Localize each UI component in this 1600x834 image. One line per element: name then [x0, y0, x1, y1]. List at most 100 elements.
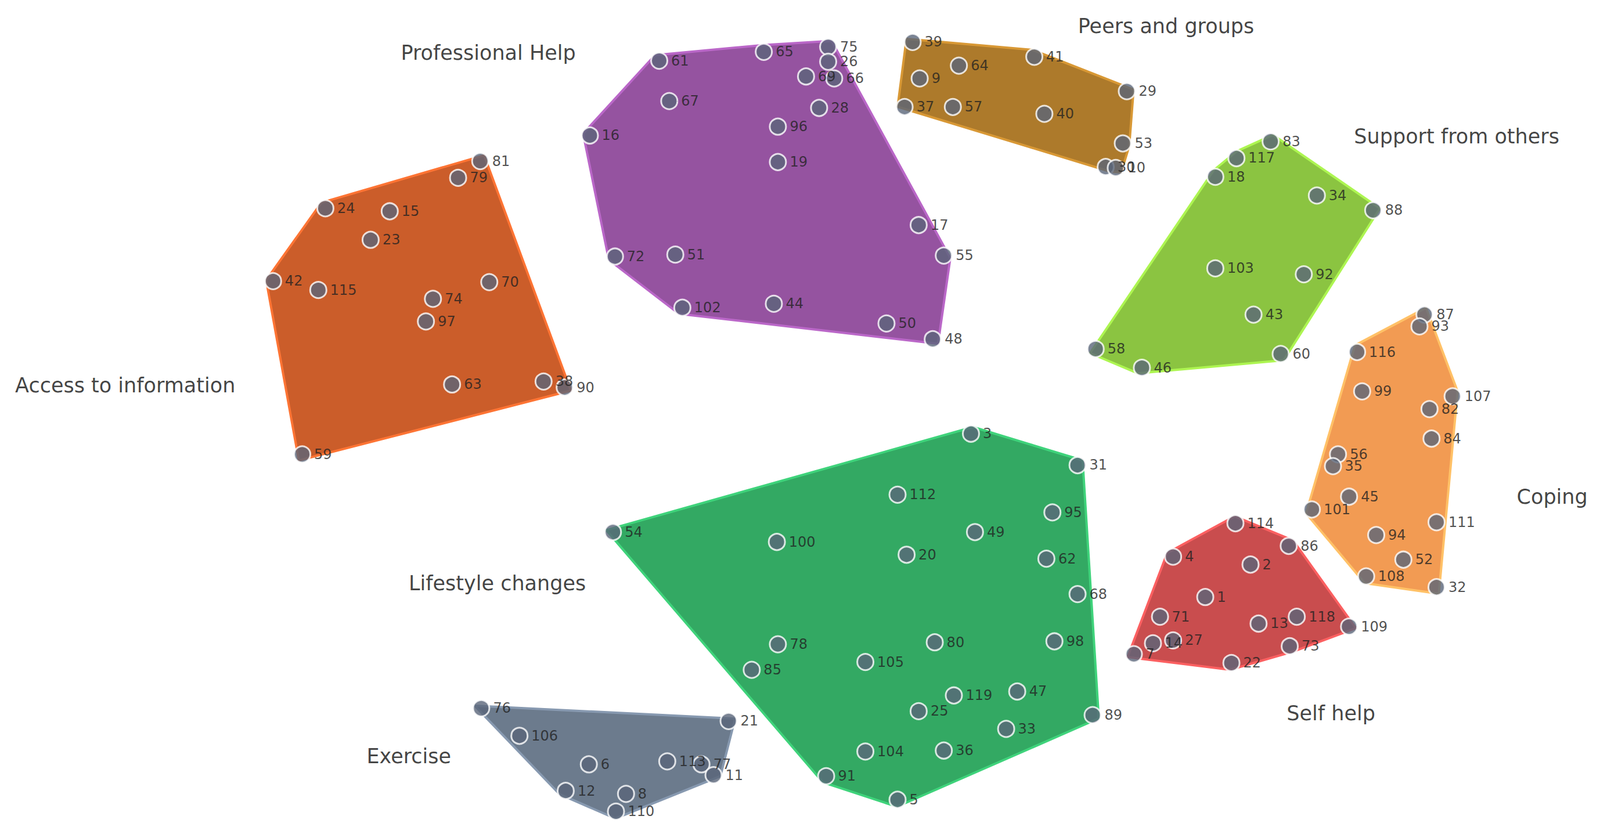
svg-text:58: 58	[1107, 340, 1126, 358]
svg-text:39: 39	[924, 33, 943, 50]
svg-text:98: 98	[1066, 633, 1085, 650]
svg-text:9: 9	[931, 70, 941, 87]
svg-text:97: 97	[437, 313, 456, 330]
svg-text:113: 113	[679, 753, 706, 770]
svg-text:12: 12	[577, 783, 596, 800]
svg-text:116: 116	[1368, 344, 1396, 361]
svg-text:91: 91	[838, 768, 857, 785]
svg-text:70: 70	[501, 274, 520, 291]
svg-text:14: 14	[1164, 635, 1183, 652]
svg-text:115: 115	[330, 282, 358, 299]
svg-text:21: 21	[740, 712, 759, 730]
svg-text:41: 41	[1046, 48, 1065, 66]
svg-text:46: 46	[1153, 359, 1172, 377]
svg-text:11: 11	[725, 767, 744, 784]
svg-text:105: 105	[877, 654, 904, 671]
svg-text:52: 52	[1415, 551, 1434, 568]
svg-text:94: 94	[1388, 527, 1407, 544]
svg-text:81: 81	[492, 153, 511, 170]
svg-text:80: 80	[946, 634, 965, 651]
svg-text:33: 33	[1018, 721, 1037, 738]
svg-text:49: 49	[986, 524, 1005, 541]
svg-text:25: 25	[930, 703, 949, 720]
svg-text:117: 117	[1248, 149, 1275, 167]
svg-text:16: 16	[601, 127, 620, 144]
svg-text:79: 79	[470, 169, 489, 186]
svg-text:93: 93	[1431, 318, 1450, 335]
svg-text:100: 100	[788, 534, 816, 551]
svg-text:114: 114	[1247, 515, 1275, 532]
svg-text:51: 51	[687, 246, 706, 263]
svg-text:90: 90	[576, 379, 595, 396]
svg-text:28: 28	[830, 99, 849, 117]
svg-text:35: 35	[1345, 458, 1364, 475]
svg-text:26: 26	[840, 53, 859, 70]
svg-text:101: 101	[1323, 501, 1351, 518]
svg-text:23: 23	[382, 231, 401, 248]
svg-text:17: 17	[930, 217, 949, 234]
svg-text:106: 106	[531, 728, 558, 745]
svg-text:88: 88	[1385, 202, 1404, 219]
svg-text:110: 110	[628, 803, 655, 820]
svg-text:67: 67	[680, 92, 699, 110]
svg-text:59: 59	[314, 446, 333, 463]
svg-text:5: 5	[909, 791, 919, 809]
svg-text:118: 118	[1308, 608, 1336, 626]
svg-text:55: 55	[955, 247, 974, 264]
svg-text:82: 82	[1441, 401, 1460, 418]
svg-text:Exercise: Exercise	[366, 744, 452, 769]
svg-text:37: 37	[916, 98, 935, 115]
svg-text:22: 22	[1243, 654, 1262, 672]
svg-text:96: 96	[789, 118, 808, 135]
svg-text:73: 73	[1301, 638, 1320, 655]
svg-text:102: 102	[694, 299, 722, 316]
svg-text:68: 68	[1089, 586, 1108, 603]
svg-text:34: 34	[1328, 187, 1347, 204]
svg-text:109: 109	[1360, 618, 1388, 636]
svg-text:75: 75	[840, 38, 859, 56]
svg-text:92: 92	[1315, 266, 1334, 283]
svg-text:84: 84	[1443, 430, 1462, 448]
svg-text:61: 61	[671, 52, 690, 70]
svg-text:45: 45	[1360, 488, 1379, 506]
svg-text:71: 71	[1172, 608, 1191, 626]
svg-text:Self help: Self help	[1286, 701, 1376, 726]
svg-text:27: 27	[1184, 632, 1203, 649]
svg-text:103: 103	[1227, 260, 1254, 277]
svg-text:Professional Help: Professional Help	[400, 41, 576, 65]
svg-text:85: 85	[763, 661, 782, 679]
svg-text:20: 20	[918, 546, 937, 564]
svg-text:83: 83	[1282, 133, 1301, 150]
svg-text:57: 57	[964, 98, 983, 115]
svg-text:60: 60	[1292, 346, 1311, 363]
svg-text:7: 7	[1146, 646, 1155, 663]
svg-text:78: 78	[789, 636, 808, 653]
svg-text:Lifestyle changes: Lifestyle changes	[408, 571, 586, 596]
svg-text:112: 112	[909, 486, 937, 503]
svg-text:32: 32	[1448, 579, 1467, 596]
svg-text:54: 54	[624, 524, 643, 541]
svg-text:108: 108	[1378, 568, 1405, 585]
svg-text:19: 19	[789, 153, 808, 171]
svg-text:13: 13	[1270, 615, 1289, 632]
svg-text:64: 64	[970, 57, 989, 74]
svg-text:29: 29	[1138, 83, 1157, 100]
svg-text:4: 4	[1184, 548, 1194, 565]
svg-text:72: 72	[626, 248, 645, 265]
svg-text:1: 1	[1217, 589, 1227, 606]
svg-text:89: 89	[1104, 707, 1123, 724]
svg-text:48: 48	[944, 330, 963, 348]
svg-text:44: 44	[785, 295, 804, 312]
svg-text:86: 86	[1300, 538, 1319, 555]
svg-text:Coping: Coping	[1516, 485, 1588, 509]
svg-text:66: 66	[845, 70, 864, 87]
svg-text:53: 53	[1134, 135, 1153, 152]
svg-text:119: 119	[966, 687, 993, 704]
svg-text:10: 10	[1127, 159, 1146, 176]
svg-text:111: 111	[1448, 514, 1476, 531]
svg-text:107: 107	[1464, 388, 1492, 405]
svg-text:63: 63	[463, 376, 482, 393]
svg-text:47: 47	[1029, 683, 1048, 700]
svg-text:62: 62	[1058, 550, 1077, 568]
svg-text:Peers and groups: Peers and groups	[1078, 14, 1255, 38]
